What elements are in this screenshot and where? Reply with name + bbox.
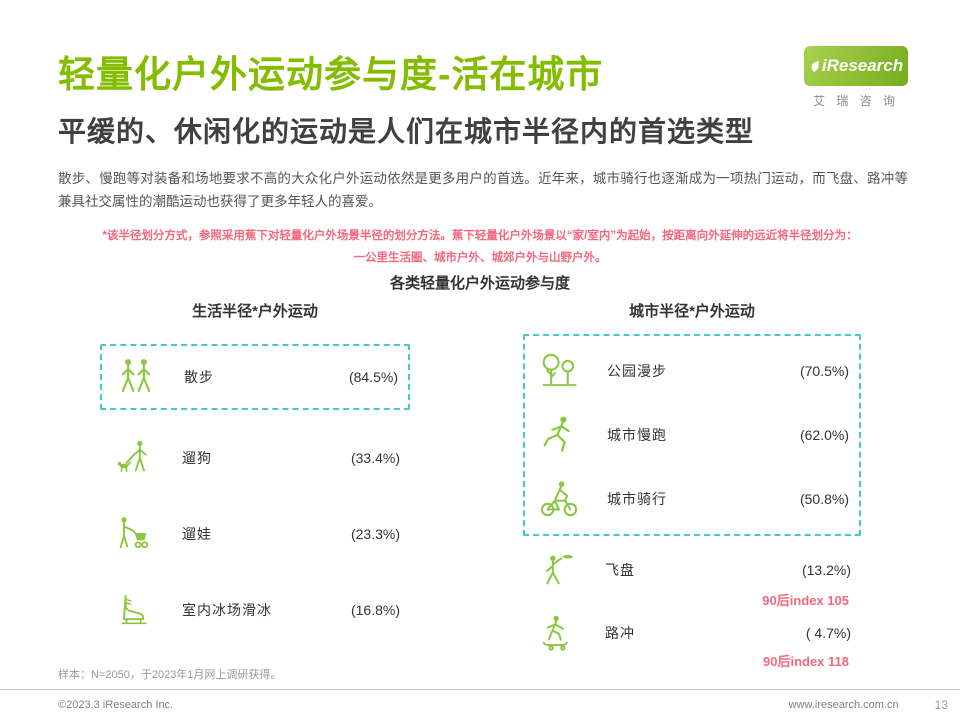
life-radius-header: 生活半径*户外运动: [192, 303, 318, 320]
page-title: 轻量化户外运动参与度-活在城市: [58, 54, 604, 95]
city-radius-header: 城市半径*户外运动: [629, 303, 755, 320]
list-item: 飞盘 (13.2%): [523, 546, 861, 594]
iresearch-logo: iResearch 艾 瑞 咨 询: [804, 46, 908, 109]
radius-footnote: *该半径划分方式，参照采用蕉下对轻量化户外场景半径的划分方法。蕉下轻量化户外场景…: [60, 226, 900, 270]
list-item: 城市骑行 (50.8%): [525, 467, 859, 531]
dog-walking-icon: [110, 438, 158, 478]
activity-value: (16.8%): [350, 602, 400, 618]
activity-value: ( 4.7%): [805, 625, 851, 641]
leaf-icon: [809, 60, 820, 73]
activity-label: 室内冰场滑冰: [182, 602, 272, 618]
website-link[interactable]: www.iresearch.com.cn: [788, 699, 899, 711]
list-item: 路冲 ( 4.7%): [523, 611, 861, 655]
activity-value: (84.5%): [348, 369, 398, 385]
highlight-box-city-top3: 公园漫步 (70.5%) 城市慢跑 (62.0%): [523, 334, 861, 536]
highlight-box-walking: 散步 (84.5%): [100, 344, 410, 410]
running-icon: [535, 414, 583, 456]
iresearch-logo-box: iResearch: [804, 46, 908, 86]
walking-couple-icon: [112, 356, 160, 398]
logo-brand-cn: 艾 瑞 咨 询: [812, 94, 899, 108]
list-item: 室内冰场滑冰 (16.8%): [100, 582, 410, 638]
page-footer: ©2023.3 iResearch Inc. www.iresearch.com…: [0, 689, 960, 720]
frisbee-index-note: 90后index 105: [762, 593, 849, 608]
activity-label: 飞盘: [605, 562, 635, 578]
body-paragraph: 散步、慢跑等对装备和场地要求不高的大众化户外运动依然是更多用户的首选。近年来，城…: [58, 171, 908, 209]
city-radius-column: 公园漫步 (70.5%) 城市慢跑 (62.0%): [523, 334, 861, 668]
list-item: 散步 (84.5%): [102, 349, 408, 405]
copyright-text: ©2023.3 iResearch Inc.: [58, 699, 174, 711]
page-number: 13: [934, 698, 948, 712]
activity-label: 路冲: [605, 625, 635, 641]
activity-label: 城市慢跑: [607, 427, 667, 443]
skateboard-icon: [533, 613, 581, 653]
activity-label: 遛娃: [182, 526, 212, 542]
activity-value: (50.8%): [799, 491, 849, 507]
activity-label: 散步: [184, 369, 214, 385]
sample-note: 样本：N=2050，于2023年1月网上调研获得。: [58, 669, 282, 681]
logo-brand-text: iResearch: [821, 56, 904, 75]
radius-footnote-line2: 一公里生活圈、城市户外、城郊户外与山野户外。: [353, 251, 607, 264]
activity-value: (70.5%): [799, 363, 849, 379]
list-item: 公园漫步 (70.5%): [525, 339, 859, 403]
chart-title: 各类轻量化户外运动参与度: [389, 275, 570, 292]
list-item: 遛狗 (33.4%): [100, 430, 410, 486]
activity-label: 公园漫步: [607, 363, 667, 379]
radius-footnote-line1: *该半径划分方式，参照采用蕉下对轻量化户外场景半径的划分方法。蕉下轻量化户外场景…: [102, 230, 858, 242]
page-subtitle: 平缓的、休闲化的运动是人们在城市半径内的首选类型: [58, 116, 755, 147]
activity-value: (23.3%): [350, 526, 400, 542]
list-item: 遛娃 (23.3%): [100, 506, 410, 562]
cycling-icon: [535, 478, 583, 520]
activity-label: 遛狗: [182, 450, 212, 466]
stroller-icon: [110, 514, 158, 554]
life-radius-column: 散步 (84.5%) 遛狗 (33.4%): [100, 344, 410, 638]
frisbee-icon: [533, 550, 581, 590]
activity-value: (33.4%): [350, 450, 400, 466]
activity-label: 城市骑行: [607, 491, 667, 507]
luchong-index-note: 90后index 118: [763, 654, 849, 669]
ice-skate-icon: [110, 590, 158, 630]
list-item: 城市慢跑 (62.0%): [525, 403, 859, 467]
activity-value: (62.0%): [799, 427, 849, 443]
park-trees-icon: [535, 350, 583, 392]
activity-value: (13.2%): [801, 562, 851, 578]
